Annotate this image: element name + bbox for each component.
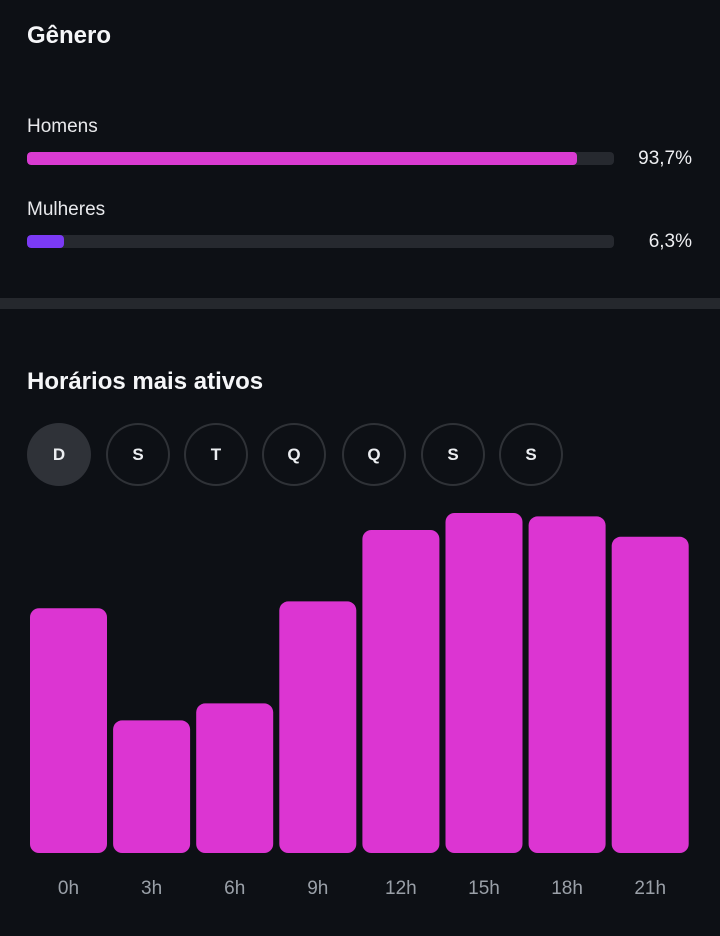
x-tick-label: 15h [468, 878, 500, 899]
bar-15h [445, 513, 523, 853]
day-tab-wednesday[interactable]: Q [262, 423, 326, 486]
bar-6h [196, 703, 274, 853]
x-tick-label: 3h [141, 878, 162, 899]
active-hours-title: Horários mais ativos [27, 368, 264, 395]
x-tick-label: 0h [58, 878, 79, 899]
gender-percent-women: 6,3% [648, 231, 692, 252]
day-tab-friday[interactable]: S [421, 423, 485, 486]
gender-percent-men: 93,7% [638, 148, 692, 169]
gender-section: Gênero Homens 93,7% Mulheres 6,3% [0, 0, 720, 298]
bar-3h [113, 720, 191, 853]
day-tab-thursday[interactable]: Q [342, 423, 406, 486]
x-tick-label: 21h [634, 878, 666, 899]
bar-9h [279, 601, 357, 853]
gender-bar-track-women [27, 235, 614, 248]
day-tab-tuesday[interactable]: T [184, 423, 248, 486]
active-hours-chart: 0h 3h 6h 9h 12h 15h 18h 21h [30, 513, 689, 899]
x-tick-label: 9h [307, 878, 328, 899]
bar-18h [528, 516, 606, 853]
gender-title: Gênero [27, 22, 112, 49]
bar-0h [30, 608, 107, 853]
x-tick-label: 12h [385, 878, 417, 899]
day-tab-monday[interactable]: S [106, 423, 170, 486]
day-tab-sunday[interactable]: D [27, 423, 91, 486]
gender-bar-track-men [27, 152, 614, 165]
section-divider [0, 298, 720, 309]
day-tab-saturday[interactable]: S [499, 423, 563, 486]
gender-label-men: Homens [27, 116, 98, 137]
bar-21h [611, 536, 689, 853]
x-tick-label: 18h [551, 878, 583, 899]
gender-row-men: Homens 93,7% [0, 116, 720, 176]
gender-row-women: Mulheres 6,3% [0, 199, 720, 259]
gender-bar-fill-men [27, 152, 578, 165]
bar-12h [362, 530, 440, 853]
gender-bar-fill-women [27, 235, 64, 248]
x-tick-label: 6h [224, 878, 245, 899]
gender-label-women: Mulheres [27, 199, 106, 220]
